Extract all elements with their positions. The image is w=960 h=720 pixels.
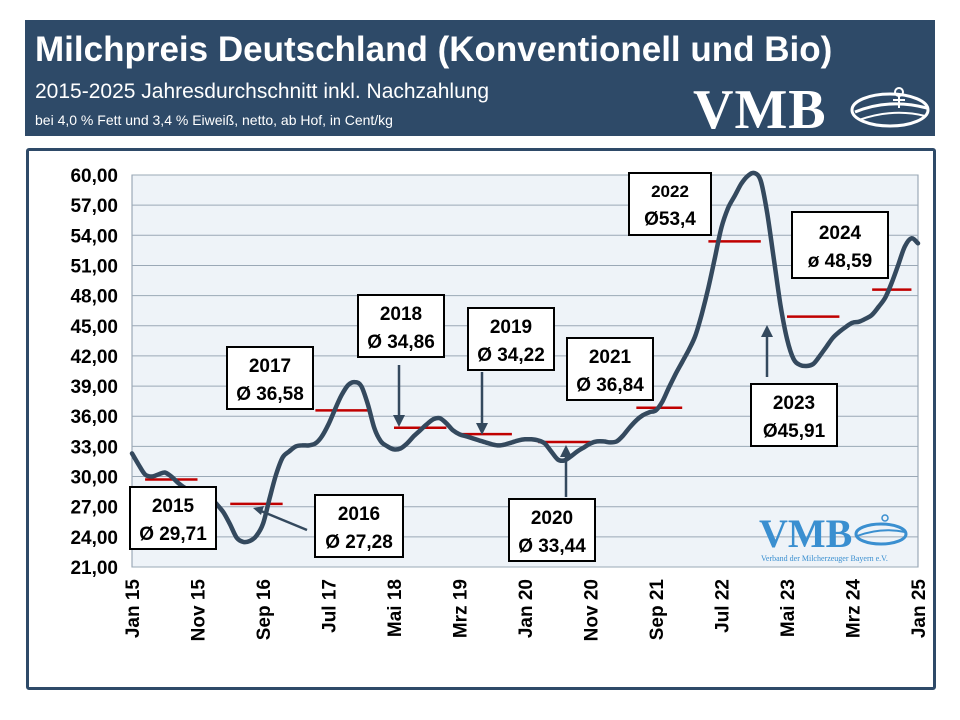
annotation-2018: 2018 Ø 34,86 — [357, 294, 445, 358]
x-tick-label: Mrz 24 — [844, 579, 865, 639]
annotation-2020-year: 2020 — [531, 508, 573, 529]
annotation-2021-year: 2021 — [589, 347, 632, 368]
annotation-2015-value: Ø 29,71 — [139, 524, 207, 545]
chart-frame: 21,00 24,00 27,00 30,00 33,00 36,00 39,00 42,00… — [26, 148, 936, 690]
page-subtitle-detail: bei 4,0 % Fett und 3,4 % Eiweiß, netto, … — [35, 112, 393, 128]
annotation-arrows — [253, 325, 773, 532]
annotation-2016: 2016 Ø 27,28 — [314, 494, 404, 558]
x-tick-label: Mrz 19 — [451, 579, 472, 638]
annotation-2024-year: 2024 — [819, 223, 862, 244]
annotation-2020-value: Ø 33,44 — [518, 536, 586, 557]
x-tick-label: Mai 23 — [778, 579, 799, 637]
y-tick-label: 24,00 — [70, 528, 118, 549]
y-tick-label: 39,00 — [70, 377, 118, 398]
annotation-2024-value: ø 48,59 — [808, 251, 872, 272]
annotation-2022: 2022 Ø53,4 — [628, 172, 712, 236]
y-tick-label: 48,00 — [70, 287, 118, 308]
annotation-2016-year: 2016 — [338, 504, 380, 525]
annotation-2020: 2020 Ø 33,44 — [508, 498, 596, 562]
header-banner: Milchpreis Deutschland (Konventionell un… — [25, 20, 935, 141]
watermark-logo: VMB Verband der Milcherzeuger Bayern e.V… — [759, 511, 908, 563]
annotation-2021-value: Ø 36,84 — [576, 375, 644, 396]
annotation-2019-value: Ø 34,22 — [477, 345, 545, 366]
x-tick-label: Jan 15 — [123, 579, 144, 639]
x-tick-label: Jan 20 — [516, 579, 537, 638]
annotation-2022-value: Ø53,4 — [644, 209, 696, 230]
x-tick-label: Nov 20 — [582, 579, 603, 641]
arrow-2020 — [560, 445, 572, 497]
watermark-swirl-icon — [854, 514, 908, 546]
x-tick-label: Jul 17 — [320, 579, 341, 633]
annotation-2016-value: Ø 27,28 — [325, 532, 393, 553]
x-tick-label: Jan 25 — [909, 579, 930, 639]
annotation-2017-year: 2017 — [249, 356, 291, 377]
y-tick-label: 57,00 — [70, 196, 118, 217]
annotation-2019: 2019 Ø 34,22 — [467, 307, 555, 371]
annotation-2023: 2023 Ø45,91 — [750, 383, 838, 447]
annotation-2023-value: Ø45,91 — [763, 421, 826, 442]
page-subtitle: 2015-2025 Jahresdurchschnitt inkl. Nachz… — [35, 80, 490, 103]
x-tick-label: Sep 16 — [254, 579, 275, 640]
y-tick-label: 27,00 — [70, 498, 118, 519]
annotation-2023-year: 2023 — [773, 393, 815, 414]
y-tick-label: 36,00 — [70, 407, 118, 428]
annotation-2019-year: 2019 — [490, 317, 532, 338]
x-axis-ticks: Jan 15 Nov 15 Sep 16 Jul 17 Mai 18 Mrz 19 Jan … — [123, 579, 930, 642]
x-tick-label: Jul 22 — [713, 579, 734, 633]
y-tick-label: 42,00 — [70, 347, 118, 368]
annotation-2017-value: Ø 36,58 — [236, 384, 304, 405]
annotation-2015-year: 2015 — [152, 496, 195, 517]
y-axis-ticks: 21,00 24,00 27,00 30,00 33,00 36,00 39,00 42,00… — [70, 166, 118, 579]
y-tick-label: 60,00 — [70, 166, 118, 187]
arrow-2023 — [761, 325, 773, 377]
y-tick-label: 54,00 — [70, 226, 118, 247]
x-tick-label: Sep 21 — [647, 579, 668, 641]
annual-average-markers — [145, 240, 912, 506]
annotation-2018-value: Ø 34,86 — [367, 332, 435, 353]
milk-price-line-chart: 21,00 24,00 27,00 30,00 33,00 36,00 39,00 42,00… — [70, 166, 930, 642]
annotation-2015: 2015 Ø 29,71 — [129, 486, 217, 550]
annotation-2021: 2021 Ø 36,84 — [566, 337, 654, 401]
arrow-2018 — [393, 365, 405, 427]
annotation-2018-year: 2018 — [380, 304, 422, 325]
y-tick-label: 45,00 — [70, 317, 118, 338]
arrow-2019 — [476, 372, 488, 435]
annotation-2022-year: 2022 — [651, 182, 689, 201]
y-tick-label: 51,00 — [70, 256, 118, 277]
x-tick-label: Mai 18 — [385, 579, 406, 637]
header-logo-text: VMB — [693, 79, 827, 141]
y-tick-label: 33,00 — [70, 437, 118, 458]
watermark-logo-text: VMB — [759, 511, 852, 556]
vmb-swirl-logo-icon — [850, 87, 930, 128]
y-tick-label: 21,00 — [70, 558, 118, 579]
annotation-2024: 2024 ø 48,59 — [791, 211, 889, 279]
watermark-caption: Verband der Milcherzeuger Bayern e.V. — [761, 554, 888, 563]
page-title: Milchpreis Deutschland (Konventionell un… — [35, 30, 833, 69]
x-tick-label: Nov 15 — [189, 579, 210, 642]
milk-price-series-line — [129, 170, 921, 545]
y-tick-label: 30,00 — [70, 468, 118, 489]
arrow-2016 — [253, 506, 308, 532]
annotation-2017: 2017 Ø 36,58 — [226, 346, 314, 410]
